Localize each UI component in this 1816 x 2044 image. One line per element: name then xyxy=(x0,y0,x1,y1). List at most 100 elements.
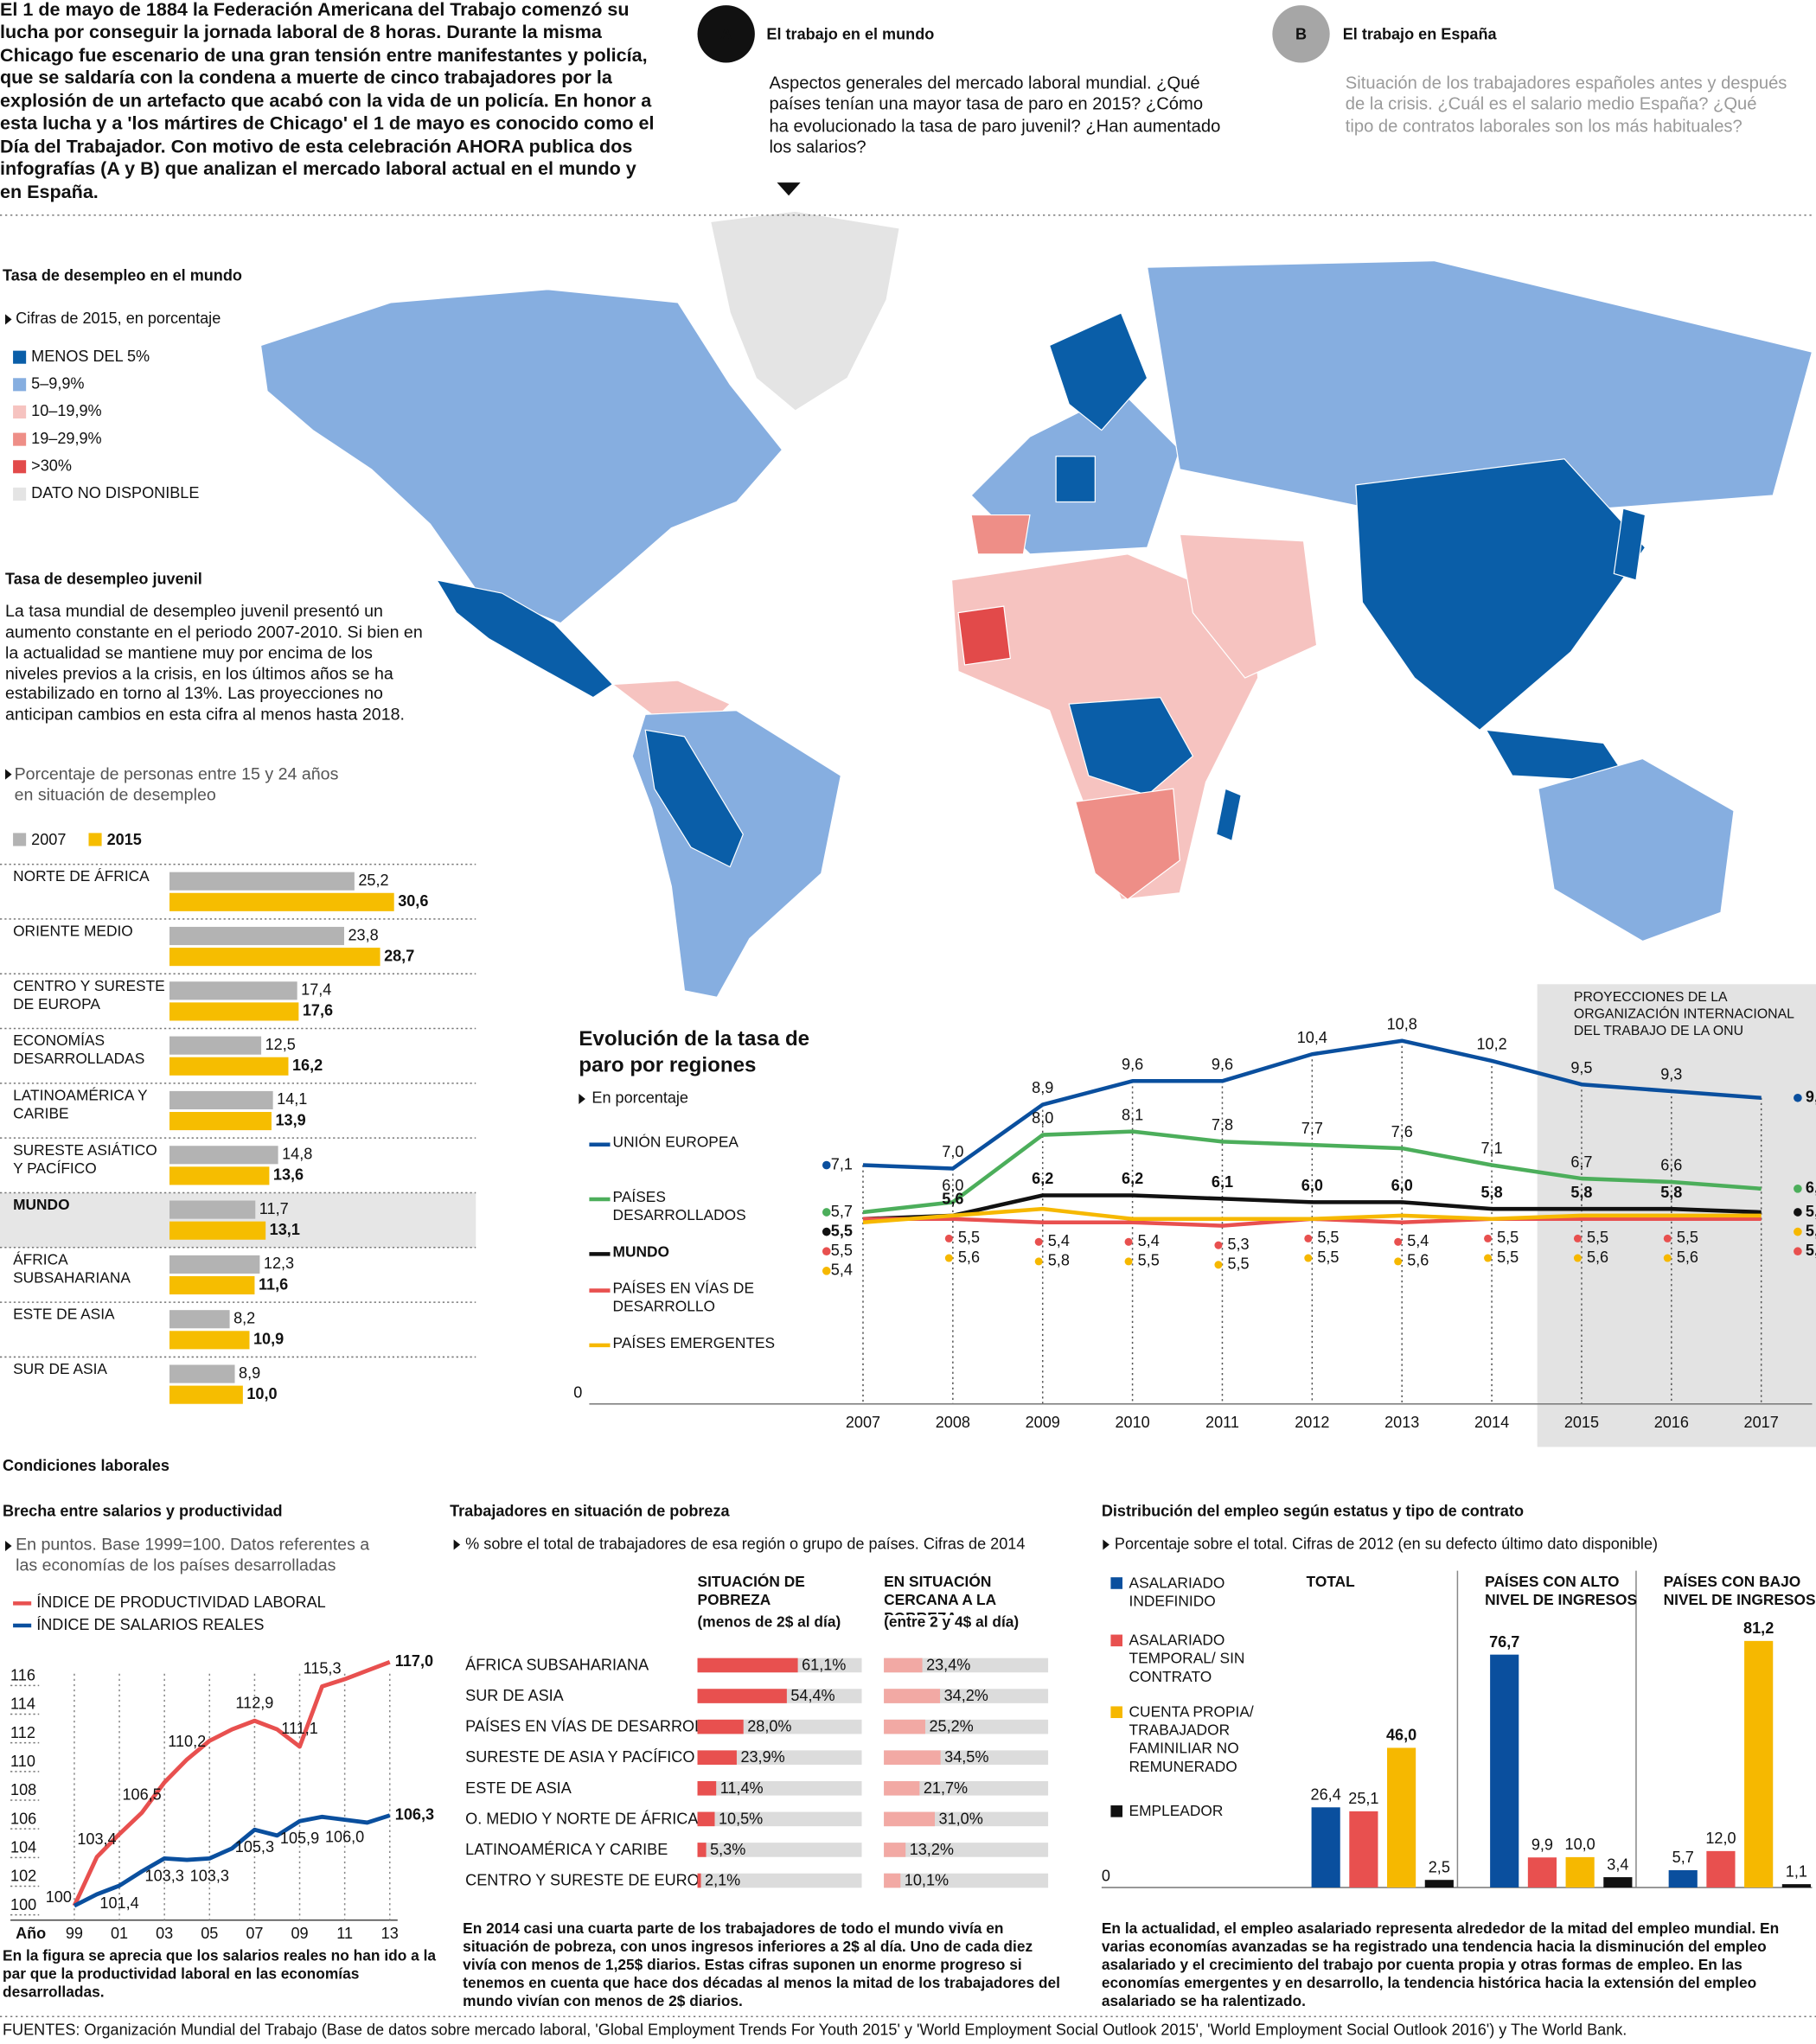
bar xyxy=(884,1658,923,1673)
value-label: 7,1 xyxy=(1481,1140,1503,1157)
bar xyxy=(1311,1807,1340,1888)
value-label: 110,2 xyxy=(168,1733,206,1750)
legend-label: ÍNDICE DE PRODUCTIVIDAD LABORAL xyxy=(36,1594,326,1611)
point xyxy=(1794,1227,1802,1236)
map-region xyxy=(1074,788,1180,901)
map-region xyxy=(259,289,783,624)
map-region xyxy=(1179,533,1318,679)
value-label: 5,5 xyxy=(831,1242,853,1259)
value-label: 5,8 xyxy=(1570,1184,1592,1201)
label-dot xyxy=(1124,1257,1133,1266)
section-text-box: Situación de los trabajadores españoles … xyxy=(1346,73,1787,136)
value-label: 6,4 xyxy=(1806,1179,1816,1197)
x-tick-label: 2011 xyxy=(1205,1414,1239,1431)
category-label: LATINOAMÉRICA Y CARIBE xyxy=(465,1841,668,1858)
group-label-box: PAÍSES CON BAJO NIVEL DE INGRESOS xyxy=(1664,1575,1816,1608)
legend-label: PAÍSES DESARROLLADOS xyxy=(612,1190,746,1224)
column-subheader: (entre 2 y 4$ al día) xyxy=(884,1614,1020,1632)
value-label: 5,5 xyxy=(831,1222,853,1239)
point xyxy=(1794,1247,1802,1256)
value-label: 5,5 xyxy=(1497,1249,1519,1266)
x-tick-label: 13 xyxy=(381,1925,399,1942)
x-tick-label: 2012 xyxy=(1295,1414,1329,1431)
value-label: 9,9 xyxy=(1531,1836,1553,1853)
y-tick-label: 116 xyxy=(10,1667,35,1684)
value-label: 26,4 xyxy=(1311,1786,1341,1804)
value-label: 10,0 xyxy=(246,1385,277,1402)
value-label: 6,1 xyxy=(1212,1173,1233,1191)
category-label: ORIENTE MEDIO xyxy=(13,923,133,941)
value-label: 5,5 xyxy=(1317,1249,1339,1266)
legend-swatch xyxy=(13,833,27,846)
bullet xyxy=(1103,1539,1109,1550)
map-region xyxy=(1055,456,1096,503)
value-label: 54,4% xyxy=(790,1687,834,1704)
point xyxy=(822,1247,831,1256)
intro-text: El 1 de mayo de 1884 la Federación Ameri… xyxy=(0,0,655,203)
point xyxy=(1794,1093,1802,1102)
map-region xyxy=(709,210,900,412)
value-label: 12,5 xyxy=(265,1036,296,1053)
chart-title: Brecha entre salarios y productividad xyxy=(3,1503,283,1520)
bar-track xyxy=(697,1750,862,1765)
category-label: ÁFRICA SUBSAHARIANA xyxy=(13,1252,131,1287)
bar xyxy=(1706,1850,1736,1888)
value-label: 106,5 xyxy=(122,1786,161,1804)
bullet xyxy=(579,1093,585,1104)
value-label: 115,3 xyxy=(304,1660,342,1677)
legend-label: UNIÓN EUROPEA xyxy=(612,1135,739,1152)
value-label: 103,4 xyxy=(77,1830,116,1848)
value-label: 3,4 xyxy=(1607,1856,1628,1873)
legend-swatch xyxy=(1110,1634,1122,1647)
value-label: 9,6 xyxy=(1212,1056,1233,1073)
category-label: SURESTE DE ASIA Y PACÍFICO xyxy=(465,1748,694,1766)
label-dot xyxy=(1304,1234,1313,1242)
bar xyxy=(884,1689,941,1703)
label-dot xyxy=(1034,1237,1043,1246)
value-label: 12,3 xyxy=(264,1255,294,1272)
series-line xyxy=(862,1038,1762,1171)
category-label: PAÍSES EN VÍAS DE DESARROLLO xyxy=(465,1718,724,1735)
value-label: 5,6 xyxy=(942,1191,963,1208)
value-label: 13,2% xyxy=(910,1841,954,1858)
bar xyxy=(697,1780,717,1796)
bar xyxy=(169,1310,230,1329)
column-subheader-box: (menos de 2$ al día) xyxy=(697,1614,841,1632)
chart-title: Trabajadores en situación de pobreza xyxy=(450,1503,730,1520)
bar xyxy=(697,1750,737,1765)
map-region xyxy=(1215,788,1242,842)
legend-label: ASALARIADO INDEFINIDO xyxy=(1129,1575,1225,1610)
value-label: 10,2 xyxy=(1476,1036,1506,1053)
legend-label-box: PAÍSES EMERGENTES xyxy=(612,1336,776,1352)
section-title: El trabajo en España xyxy=(1343,26,1498,43)
bar xyxy=(169,1002,299,1021)
bar xyxy=(169,1200,256,1219)
chart-note: En 2014 casi una cuarta parte de los tra… xyxy=(463,1921,1061,2010)
label-dot xyxy=(1663,1234,1672,1242)
value-label: 5,6 xyxy=(1587,1249,1608,1266)
value-label: 5,4 xyxy=(831,1262,853,1279)
legend-swatch xyxy=(13,350,27,364)
x-tick-label: 2016 xyxy=(1654,1414,1689,1431)
legend-label: PAÍSES EMERGENTES xyxy=(612,1336,776,1352)
legend-label: >30% xyxy=(31,457,72,475)
bar xyxy=(697,1689,787,1703)
bar xyxy=(884,1873,901,1888)
series-line xyxy=(862,1206,1762,1224)
value-label: 5,6 xyxy=(1677,1249,1698,1266)
legend-label-box: UNIÓN EUROPEA xyxy=(612,1135,739,1152)
value-label: 6,0 xyxy=(1391,1177,1413,1194)
value-label: 10,1% xyxy=(905,1872,949,1889)
value-label: 112,9 xyxy=(235,1694,273,1711)
legend-label-box: ASALARIADO TEMPORAL/ SIN CONTRATO xyxy=(1129,1633,1245,1685)
point xyxy=(822,1227,831,1236)
category-label-box: LATINOAMÉRICA Y CARIBE xyxy=(13,1089,147,1122)
category-label-box: ORIENTE MEDIO xyxy=(13,923,133,941)
legend-swatch xyxy=(13,487,27,501)
value-label: 5,4 xyxy=(1048,1232,1070,1249)
chart-note: En la figura se aprecia que los salarios… xyxy=(3,1948,437,2000)
value-label: 21,7% xyxy=(924,1779,968,1797)
column-subheader: (menos de 2$ al día) xyxy=(697,1614,841,1632)
value-label: 7,6 xyxy=(1391,1123,1413,1140)
